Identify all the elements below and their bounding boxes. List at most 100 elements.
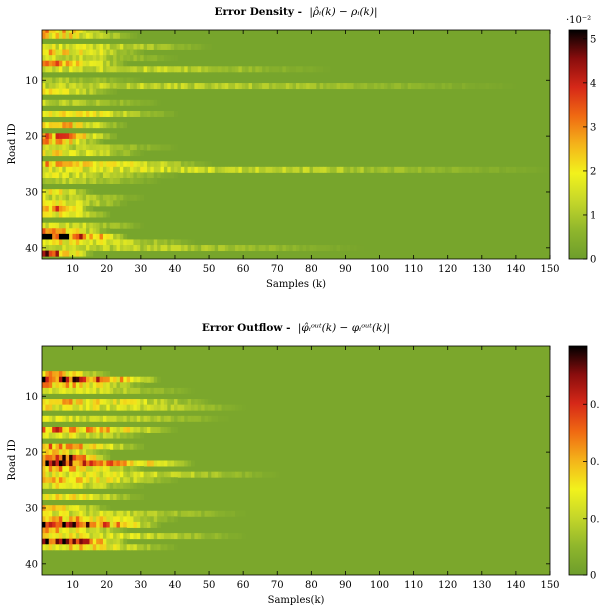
- heatmap-cell: [140, 432, 144, 439]
- heatmap-cell: [102, 49, 107, 56]
- heatmap-cell: [55, 382, 60, 389]
- heatmap-cell: [356, 245, 361, 252]
- heatmap-cell: [69, 544, 73, 551]
- heatmap-cell: [109, 110, 114, 117]
- heatmap-cell: [69, 77, 73, 84]
- heatmap-cell: [72, 32, 77, 39]
- heatmap-cell: [204, 166, 209, 173]
- heatmap-cell: [58, 482, 63, 489]
- heatmap-cell: [140, 376, 144, 383]
- heatmap-cell: [45, 466, 50, 473]
- heatmap-cell: [160, 510, 165, 517]
- heatmap-cell: [370, 166, 375, 173]
- heatmap-cell: [204, 415, 209, 422]
- heatmap-cell: [55, 527, 60, 534]
- heatmap-cell: [163, 471, 168, 478]
- heatmap-cell: [465, 83, 470, 90]
- heatmap-cell: [109, 172, 114, 179]
- heatmap-cell: [96, 245, 100, 252]
- heatmap-cell: [170, 516, 175, 523]
- heatmap-cell: [485, 166, 490, 173]
- heatmap-cell: [42, 516, 46, 523]
- heatmap-cell: [55, 494, 60, 500]
- outflow-title-formula: |φ̂ᵢᵒᵘᵗ(k) − φᵢᵒᵘᵗ(k)|: [298, 322, 390, 335]
- heatmap-cell: [106, 228, 111, 235]
- heatmap-cell: [99, 32, 104, 39]
- heatmap-cell: [106, 494, 111, 500]
- heatmap-cell: [140, 443, 144, 450]
- heatmap-cell: [272, 166, 277, 173]
- heatmap-cell: [82, 172, 87, 179]
- heatmap-cell: [99, 477, 104, 484]
- heatmap-cell: [99, 194, 104, 201]
- heatmap-cell: [113, 178, 121, 184]
- heatmap-cell: [99, 133, 104, 140]
- heatmap-cell: [174, 471, 178, 478]
- heatmap-cell: [123, 245, 128, 252]
- heatmap-cell: [458, 166, 463, 173]
- heatmap-cell: [52, 454, 56, 461]
- heatmap-cell: [150, 245, 155, 252]
- heatmap-cell: [86, 166, 90, 173]
- heatmap-cell: [69, 43, 73, 50]
- heatmap-cell: [89, 83, 94, 90]
- colorbar-tick-label: 0.: [590, 457, 600, 468]
- heatmap-cell: [79, 399, 84, 406]
- heatmap-cell: [109, 49, 114, 56]
- heatmap-cell: [312, 166, 317, 173]
- heatmap-cell: [113, 66, 117, 73]
- heatmap-cell: [92, 371, 97, 378]
- heatmap-cell: [45, 88, 50, 95]
- heatmap-cell: [102, 133, 107, 140]
- heatmap-cell: [191, 239, 195, 246]
- heatmap-cell: [96, 228, 100, 235]
- heatmap-cell: [292, 83, 297, 90]
- heatmap-cell: [55, 205, 60, 212]
- heatmap-cell: [282, 245, 287, 252]
- heatmap-cell: [136, 510, 141, 517]
- heatmap-cell: [45, 404, 50, 411]
- heatmap-cell: [89, 194, 94, 201]
- heatmap-cell: [72, 66, 77, 73]
- heatmap-cell: [143, 43, 148, 50]
- heatmap-cell: [92, 376, 97, 383]
- heatmap-cell: [150, 239, 155, 246]
- heatmap-cell: [106, 387, 111, 394]
- heatmap-cell: [184, 460, 189, 467]
- heatmap-cell: [255, 245, 260, 252]
- heatmap-cell: [116, 43, 121, 50]
- heatmap-cell: [72, 538, 77, 545]
- heatmap-cell: [69, 538, 73, 545]
- heatmap-cell: [79, 99, 84, 106]
- heatmap-cell: [109, 77, 114, 84]
- heatmap-cell: [228, 404, 233, 411]
- heatmap-cell: [55, 432, 60, 439]
- heatmap-cell: [133, 466, 138, 473]
- heatmap-cell: [238, 404, 243, 411]
- heatmap-cell: [79, 466, 84, 473]
- heatmap-cell: [201, 161, 205, 168]
- heatmap-cell: [72, 211, 77, 218]
- heatmap-cell: [52, 43, 56, 50]
- heatmap-cell: [52, 250, 56, 257]
- heatmap-cell: [146, 161, 151, 168]
- heatmap-cell: [312, 83, 317, 90]
- heatmap-cell: [150, 544, 155, 551]
- heatmap-cell: [65, 516, 70, 523]
- heatmap-cell: [170, 471, 175, 478]
- heatmap-cell: [265, 245, 270, 252]
- heatmap-cell: [143, 544, 148, 551]
- heatmap-cell: [146, 516, 151, 523]
- heatmap-cell: [130, 494, 138, 500]
- heatmap-cell: [42, 477, 46, 484]
- heatmap-cell: [102, 376, 107, 383]
- heatmap-cell: [48, 144, 53, 151]
- heatmap-cell: [96, 66, 100, 73]
- heatmap-cell: [89, 471, 94, 478]
- heatmap-cell: [505, 166, 510, 173]
- heatmap-cell: [363, 166, 368, 173]
- heatmap-cell: [157, 426, 161, 433]
- heatmap-cell: [96, 387, 100, 394]
- heatmap-cell: [72, 510, 77, 517]
- heatmap-cell: [42, 533, 46, 540]
